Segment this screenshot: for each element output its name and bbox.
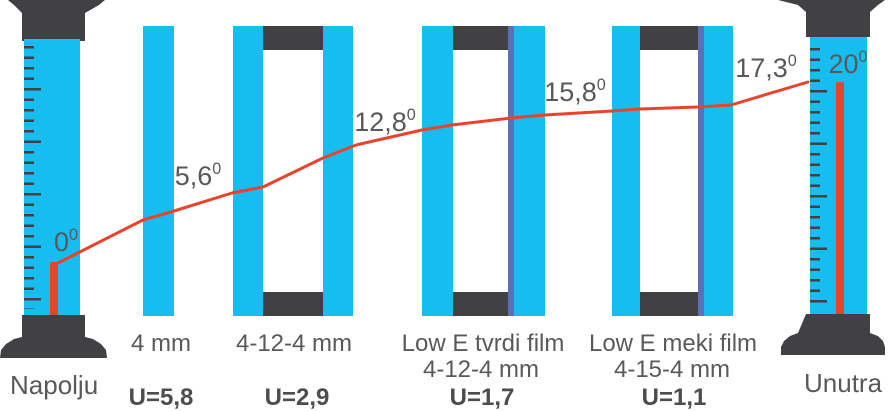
temp-label-after-double-glazing: 12,80 [354,106,416,137]
temp-label-inside: 200 [828,48,868,79]
double-glazing-top-spacer [263,26,323,50]
caption-lowe-soft-line1: Low E meki film [588,330,758,357]
lowe-soft-inner-pane [704,26,733,316]
lowe-soft-bottom-spacer [640,292,698,316]
left-thermometer-base [0,315,107,358]
u-value-double-glazing: U=2,9 [264,384,330,411]
u-value-lowe-hard: U=1,7 [449,384,515,411]
caption-single-pane: 4 mm [131,330,191,357]
lowe-hard-bottom-spacer [453,292,509,316]
right-thermometer-base [781,314,885,355]
caption-lowe-soft-line2: 4-15-4 mm [613,356,731,383]
left-thermometer-cap [8,0,105,41]
u-value-lowe-soft: U=1,1 [641,384,707,411]
u-value-single-pane: U=5,8 [128,384,194,411]
temp-label-outside: 00 [53,226,79,257]
temp-label-after-single-pane: 5,60 [174,160,222,191]
double-glazing-inner-pane [323,26,353,316]
right-thermometer-mercury [836,82,844,314]
caption-double-glazing: 4-12-4 mm [235,330,353,357]
double-glazing-bottom-spacer [263,292,323,316]
lowe-soft-outer-pane [612,26,640,316]
inside-label: Unutra [804,368,883,398]
temp-label-after-lowe-hard: 15,80 [544,76,606,107]
temp-label-after-lowe-soft: 17,30 [735,52,797,83]
lowe-hard-inner-pane [514,26,545,316]
lowe-hard-outer-pane [422,26,453,316]
left-thermometer-mercury [50,262,58,315]
caption-lowe-hard-line2: 4-12-4 mm [422,356,540,383]
outside-label: Napolju [10,370,99,400]
lowe-hard-top-spacer [453,26,509,50]
right-thermometer-cap [778,0,885,37]
glass-pane-single [143,26,174,316]
caption-lowe-hard-line1: Low E tvrdi film [401,330,565,357]
left-thermometer-scale-major-ticks [24,88,41,303]
double-glazing-outer-pane [233,26,263,316]
lowe-soft-top-spacer [640,26,698,50]
right-thermometer-scale-major-ticks [810,90,827,303]
